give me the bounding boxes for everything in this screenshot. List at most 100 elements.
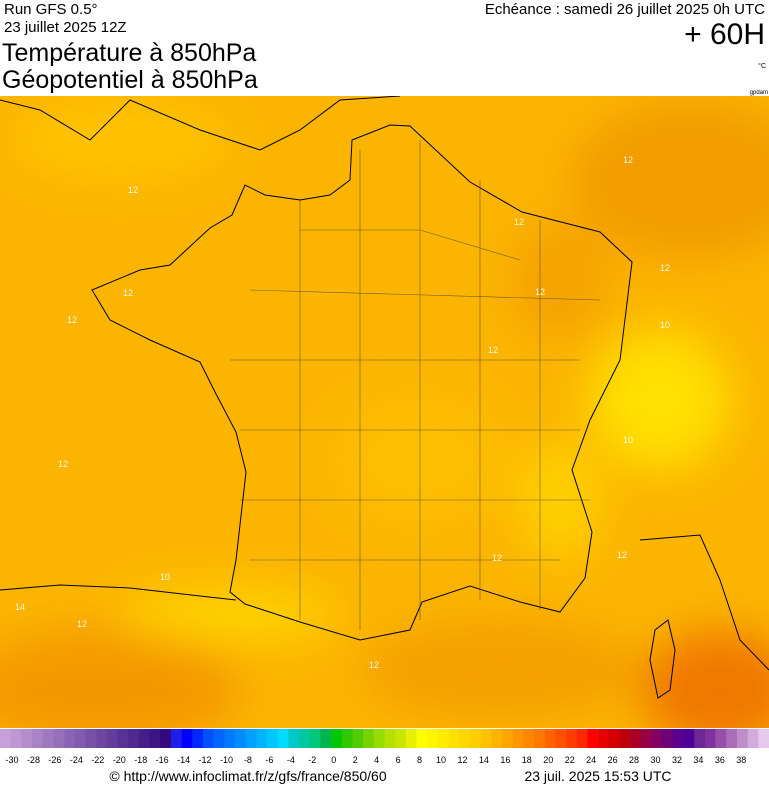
contour-label: 12 [369,660,379,670]
legend-tick-label: 28 [629,755,639,765]
legend-swatch [234,729,246,748]
legend-tick-label: -4 [287,755,295,765]
legend-swatch [534,729,546,748]
legend-tick-label: 6 [396,755,401,765]
legend-tick-label: 18 [522,755,532,765]
echeance: Echéance : samedi 26 juillet 2025 0h UTC [485,1,765,18]
legend-tick-label: -20 [113,755,126,765]
legend-tick-label: -26 [48,755,61,765]
legend-swatch [512,729,524,748]
legend-swatch [10,729,22,748]
legend-swatch [74,729,86,748]
legend-swatch [501,729,513,748]
contour-label: 12 [660,263,670,273]
legend-tick-label: -14 [177,755,190,765]
legend-tick-label: 24 [586,755,596,765]
legend-swatch [608,729,620,748]
contour-label: 12 [123,288,133,298]
legend-swatch [405,729,417,748]
footer-timestamp: 23 juil. 2025 15:53 UTC [524,768,671,784]
contour-label: 10 [160,572,170,582]
legend-swatch [704,729,716,748]
title-temperature: Température à 850hPa [2,39,256,67]
contour-label: 10 [660,320,670,330]
legend-swatch [53,729,65,748]
legend-swatch [309,729,321,748]
legend-swatch [598,729,610,748]
legend-tick-label: 26 [608,755,618,765]
legend-tick-label: -8 [244,755,252,765]
legend-swatch [459,729,471,748]
legend-tick-label: -10 [220,755,233,765]
legend-tick-label: 8 [417,755,422,765]
legend-tick-label: 22 [565,755,575,765]
legend-tick-label: 12 [457,755,467,765]
legend-swatch [320,729,332,748]
temperature-field [0,100,769,728]
legend-tick-label: -12 [199,755,212,765]
contour-label: 12 [514,217,524,227]
offset: + 60H [684,18,765,51]
legend-swatch [117,729,129,748]
legend-swatch [128,729,140,748]
legend-swatch [299,729,311,748]
legend: -30 -28 -26 -24 -22 -20 -18 -16 -14 -12 -10 -8 -6 -4-… [0,729,769,765]
legend-swatch [85,729,97,748]
legend-tick-label: 32 [672,755,682,765]
legend-swatch [21,729,33,748]
legend-swatch [566,729,578,748]
legend-swatch [267,729,278,748]
contour-label: 12 [488,345,498,355]
legend-swatch [630,729,642,748]
contour-label: 12 [128,185,138,195]
legend-swatch [544,729,556,748]
run: Run GFS 0.5° [4,1,98,18]
legend-swatch [448,729,460,748]
legend-swatch [149,729,161,748]
legend-tick-label: 16 [500,755,510,765]
legend-swatch [181,729,193,748]
legend-tick-label: 38 [736,755,746,765]
legend-swatch [683,729,695,748]
legend-swatch [245,729,257,748]
legend-swatch [202,729,214,748]
legend-tick-label: -2 [308,755,316,765]
legend-swatch [384,729,396,748]
contour-label: 12 [67,315,77,325]
legend-swatch [651,729,663,748]
legend-swatch [213,729,225,748]
legend-swatch [662,729,674,748]
unit: °C [758,62,766,70]
legend-tick-label: 0 [331,755,336,765]
legend-swatch [437,729,449,748]
legend-swatch [341,729,353,748]
legend-swatch [395,729,407,748]
legend-tick-label: -24 [70,755,83,765]
title-geopotential: Géopotentiel à 850hPa [2,66,258,94]
legend-swatch [758,729,769,748]
legend-swatch [427,729,439,748]
legend-tick-label: 30 [650,755,660,765]
legend-swatch [747,729,759,748]
legend-swatch [331,729,343,748]
contour-label: 12 [77,619,87,629]
legend-tick-label: -6 [265,755,273,765]
legend-tick-label: 36 [715,755,725,765]
coastlines [0,96,769,699]
legend-swatch [160,729,172,748]
legend-tick-label: -28 [27,755,40,765]
legend-tick-label: 4 [374,755,379,765]
legend-swatch [224,729,236,748]
contour-label: 10 [623,435,633,445]
legend-swatch [726,729,738,748]
legend-tick-label: -30 [5,755,18,765]
legend-swatch [42,729,54,748]
legend-swatch [170,729,182,748]
legend-swatch [736,729,748,748]
map: 12 12 12 12 12 12 12 12 10 10 12 12 12 10 14 12 12 [0,96,769,728]
legend-swatch [373,729,385,748]
legend-swatch [192,729,204,748]
footer-url: © http://www.infoclimat.fr/z/gfs/france/… [109,768,386,784]
run-date: 23 juillet 2025 12Z [4,19,127,36]
legend-tick-label: 2 [353,755,358,765]
